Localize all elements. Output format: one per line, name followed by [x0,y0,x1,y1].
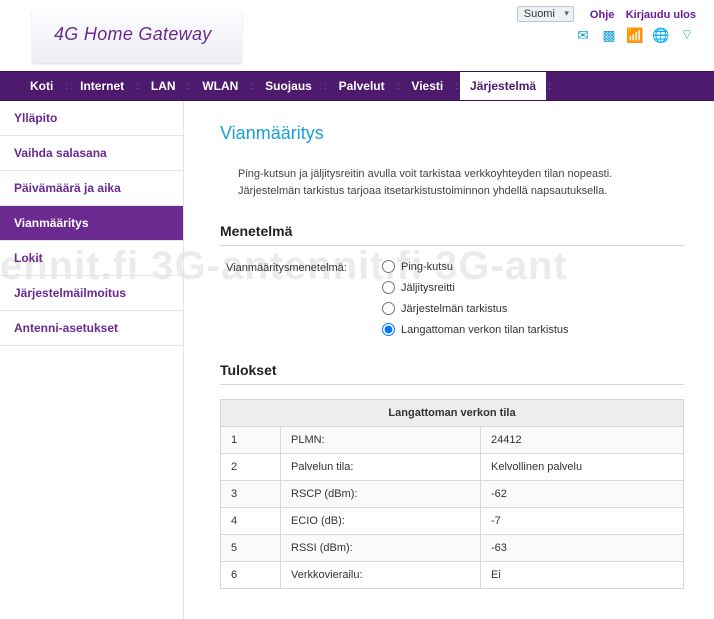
method-option-label: Järjestelmän tarkistus [401,303,507,315]
row-key: PLMN: [281,427,481,454]
method-option-2[interactable]: Järjestelmän tarkistus [382,302,569,315]
sidebar-item-0[interactable]: Ylläpito [0,101,183,136]
row-value: -63 [481,535,684,562]
page-title: Vianmääritys [220,123,684,144]
nav-item-wlan[interactable]: WLAN [192,72,248,100]
method-radio-3[interactable] [382,323,395,336]
method-option-label: Jäljitysreitti [401,282,455,294]
sidebar-item-4[interactable]: Lokit [0,241,183,276]
row-key: RSSI (dBm): [281,535,481,562]
sidebar-item-5[interactable]: Järjestelmäilmoitus [0,276,183,311]
row-index: 1 [221,427,281,454]
results-section-title: Tulokset [220,362,684,385]
method-option-label: Langattoman verkon tilan tarkistus [401,324,569,336]
sidebar-item-2[interactable]: Päivämäärä ja aika [0,171,183,206]
wifi-icon[interactable]: ⌔ [678,28,696,42]
row-index: 6 [221,562,281,589]
signal-icon[interactable]: 📶 [626,28,644,42]
row-value: Ei [481,562,684,589]
method-radio-1[interactable] [382,281,395,294]
row-index: 5 [221,535,281,562]
product-logo: 4G Home Gateway [32,10,242,63]
language-select[interactable]: Suomi [517,6,574,22]
row-value: Kelvollinen palvelu [481,454,684,481]
nav-separator: : [134,72,141,100]
row-value: -62 [481,481,684,508]
intro-text: Ping-kutsun ja jäljitysreitin avulla voi… [238,166,676,199]
results-table: Langattoman verkon tila 1PLMN:244122Palv… [220,399,684,589]
method-row: Vianmääritysmenetelmä: Ping-kutsu Jäljity… [226,260,684,336]
table-row: 1PLMN:24412 [221,427,684,454]
row-key: ECIO (dB): [281,508,481,535]
row-key: Palvelun tila: [281,454,481,481]
row-value: -7 [481,508,684,535]
sidebar-item-1[interactable]: Vaihda salasana [0,136,183,171]
method-option-1[interactable]: Jäljitysreitti [382,281,569,294]
row-value: 24412 [481,427,684,454]
method-option-label: Ping-kutsu [401,261,453,273]
sim-icon[interactable]: ▩ [600,28,618,42]
main-nav: Koti:Internet:LAN:WLAN:Suojaus:Palvelut:… [0,71,714,101]
nav-separator: : [395,72,402,100]
sidebar-item-3[interactable]: Vianmääritys [0,206,183,241]
nav-separator: : [322,72,329,100]
table-row: 6Verkkovierailu:Ei [221,562,684,589]
mail-icon[interactable]: ✉ [574,28,592,42]
row-key: RSCP (dBm): [281,481,481,508]
top-links: Ohje Kirjaudu ulos [582,7,696,21]
nav-item-viesti[interactable]: Viesti [401,72,453,100]
table-row: 3RSCP (dBm):-62 [221,481,684,508]
method-radio-0[interactable] [382,260,395,273]
method-label: Vianmääritysmenetelmä: [226,260,382,274]
nav-item-koti[interactable]: Koti [20,72,63,100]
nav-separator: : [186,72,193,100]
nav-item-lan[interactable]: LAN [141,72,186,100]
row-index: 4 [221,508,281,535]
sidebar: YlläpitoVaihda salasanaPäivämäärä ja aik… [0,101,184,619]
nav-separator: : [248,72,255,100]
method-section-title: Menetelmä [220,223,684,246]
nav-item-suojaus[interactable]: Suojaus [255,72,322,100]
nav-item-internet[interactable]: Internet [70,72,134,100]
nav-item-järjestelmä[interactable]: Järjestelmä [460,72,546,100]
nav-separator: : [546,72,553,100]
results-header: Langattoman verkon tila [221,400,684,427]
sidebar-item-6[interactable]: Antenni-asetukset [0,311,183,346]
row-index: 3 [221,481,281,508]
method-radio-list: Ping-kutsu Jäljitysreitti Järjestelmän tar… [382,260,569,336]
logout-link[interactable]: Kirjaudu ulos [626,9,696,21]
method-option-0[interactable]: Ping-kutsu [382,260,569,273]
table-row: 2Palvelun tila:Kelvollinen palvelu [221,454,684,481]
globe-icon[interactable]: 🌐 [652,28,670,42]
nav-separator: : [63,72,70,100]
table-row: 5RSSI (dBm):-63 [221,535,684,562]
nav-separator: : [453,72,460,100]
row-index: 2 [221,454,281,481]
help-link[interactable]: Ohje [590,9,614,21]
content-area: Vianmääritys Ping-kutsun ja jäljitysreit… [184,101,714,619]
method-option-3[interactable]: Langattoman verkon tilan tarkistus [382,323,569,336]
row-key: Verkkovierailu: [281,562,481,589]
method-radio-2[interactable] [382,302,395,315]
nav-item-palvelut[interactable]: Palvelut [329,72,395,100]
table-row: 4ECIO (dB):-7 [221,508,684,535]
